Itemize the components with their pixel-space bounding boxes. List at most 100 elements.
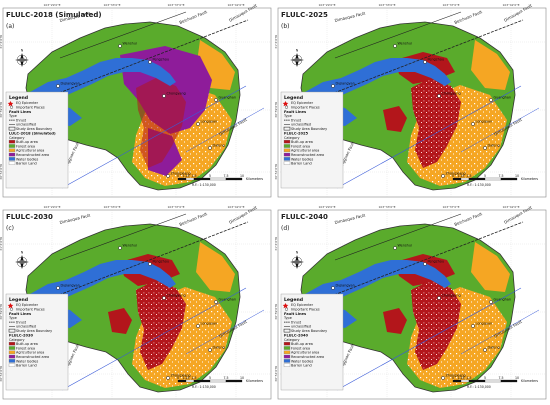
fault-line-upper xyxy=(59,213,187,261)
important-place-marker xyxy=(56,286,60,290)
important-place-marker xyxy=(166,174,170,178)
scale-segment xyxy=(484,379,502,383)
legend-title: Legend xyxy=(284,95,303,101)
legend-boundary-label: Study Area Boundary xyxy=(16,329,52,333)
place-label: Pengzhou xyxy=(428,260,444,264)
legend-category-label: Built-up area xyxy=(291,140,313,144)
legend-category-heading: Category xyxy=(9,136,25,140)
legend-category-label: Built-up area xyxy=(291,342,313,346)
place-label: Zhongxiang xyxy=(446,172,466,176)
important-place-marker xyxy=(148,60,152,64)
legend-type-heading: Type xyxy=(8,114,17,118)
fault-line-southeast xyxy=(460,309,540,355)
legend-swatch xyxy=(283,363,291,367)
legend-category-label: Water bodies xyxy=(291,157,314,161)
legend-boundary-symbol xyxy=(8,126,16,131)
legend-category-label: Forest area xyxy=(16,346,35,350)
coord-top-label: 103°37'0"E xyxy=(442,3,459,7)
study-area-boundary xyxy=(25,223,241,393)
legend-swatch xyxy=(8,346,16,350)
legend-category-label: Forest area xyxy=(291,144,310,148)
scale-segment xyxy=(209,177,227,181)
built-up-area-sw xyxy=(383,308,407,334)
important-place-marker xyxy=(118,246,122,250)
legend-swatch xyxy=(283,148,291,153)
coord-top-label: 103°29'0"E xyxy=(43,3,60,7)
north-arrow-cross xyxy=(15,58,29,62)
important-place-marker xyxy=(489,300,493,304)
important-place-marker xyxy=(162,94,166,98)
scale-tick-label: 2.5 xyxy=(466,376,471,380)
legend-category-label: Barren Land xyxy=(291,162,312,166)
fault-line-southeast xyxy=(460,107,540,153)
legend-swatch xyxy=(8,341,16,346)
legend-swatch xyxy=(8,350,16,355)
place-label: Dujiangyan xyxy=(336,82,355,86)
coord-top-label: 103°29'0"E xyxy=(318,3,335,7)
coord-top-label: 103°42'0"E xyxy=(502,3,519,7)
scale-zero: 0 xyxy=(177,376,179,380)
legend-epicenter-label: EQ Epicenter xyxy=(16,101,39,105)
coord-top-label: 103°42'0"E xyxy=(227,205,244,209)
coord-left-label: 30°54'0"N xyxy=(0,164,3,180)
scale-tick-label: 2.5 xyxy=(191,376,196,380)
legend-unclassified-label: unclassified xyxy=(16,325,36,329)
important-place-marker xyxy=(214,300,218,304)
coord-left-label: 31°4'0"N xyxy=(0,237,3,251)
land-cover xyxy=(26,22,240,190)
legend-category-label: Water bodies xyxy=(291,359,314,363)
scale-tick-label: 5 xyxy=(484,376,486,380)
legend-category-label: Agricultural area xyxy=(16,149,44,153)
coord-left-label: 30°54'0"N xyxy=(274,164,278,180)
legend-title: Legend xyxy=(9,297,28,303)
coord-left-label: 30°54'0"N xyxy=(0,366,3,382)
scale-unit: Kilometers xyxy=(246,379,263,383)
legend-category-label: Forest area xyxy=(291,346,310,350)
legend-type-heading: Type xyxy=(283,114,292,118)
coord-top-label: 103°29'0"E xyxy=(318,205,335,209)
legend-box xyxy=(5,91,69,189)
legend-swatch xyxy=(8,161,16,165)
legend-category-label: Water bodies xyxy=(16,359,39,363)
coord-top-label: 103°33'0"E xyxy=(378,3,395,7)
scale-tick-label: 5 xyxy=(484,174,486,178)
place-label: Wenshui xyxy=(398,42,412,46)
place-label: Longquan xyxy=(201,322,218,326)
coord-left-label: 31°4'0"N xyxy=(0,35,3,49)
legend-places-label: Important Places xyxy=(16,106,45,110)
built-up-texture xyxy=(136,280,186,370)
panel-title: FLULC-2018 (Simulated) xyxy=(6,11,102,19)
scale-tick-label: 2.5 xyxy=(191,174,196,178)
study-area-boundary xyxy=(300,223,516,393)
important-place-marker xyxy=(148,262,152,266)
coord-top-label: 103°33'0"E xyxy=(378,205,395,209)
north-arrow-cross xyxy=(290,260,304,264)
coord-top-label: 103°29'0"E xyxy=(43,205,60,209)
legend-category-heading: Category xyxy=(9,338,25,342)
important-place-marker xyxy=(437,94,441,98)
place-label: Guanghan xyxy=(494,96,512,100)
place-label: Dafeng xyxy=(213,346,225,350)
legend-places-label: Important Places xyxy=(16,308,45,312)
scale-tick-label: 10 xyxy=(240,174,244,178)
legend-swatch xyxy=(283,341,291,346)
legend-boundary-symbol xyxy=(283,328,291,333)
legend-category-heading: Category xyxy=(284,136,300,140)
place-label: Dafeng xyxy=(488,144,500,148)
coord-top-label: 103°33'0"E xyxy=(103,3,120,7)
legend-places-label: Important Places xyxy=(291,308,320,312)
legend-swatch xyxy=(283,139,291,144)
coord-left-label: 30°59'0"N xyxy=(274,304,278,320)
important-place-marker xyxy=(56,84,60,88)
legend-epicenter-icon xyxy=(282,303,289,309)
fault-line-pengguan xyxy=(61,287,247,391)
fault-line-upper xyxy=(334,213,462,261)
legend-boundary-label: Study Area Boundary xyxy=(16,127,52,131)
important-place-marker xyxy=(471,122,475,126)
important-place-marker xyxy=(441,174,445,178)
legend-swatch xyxy=(283,359,291,363)
scale-segment xyxy=(209,379,227,383)
scale-segment xyxy=(452,177,462,181)
